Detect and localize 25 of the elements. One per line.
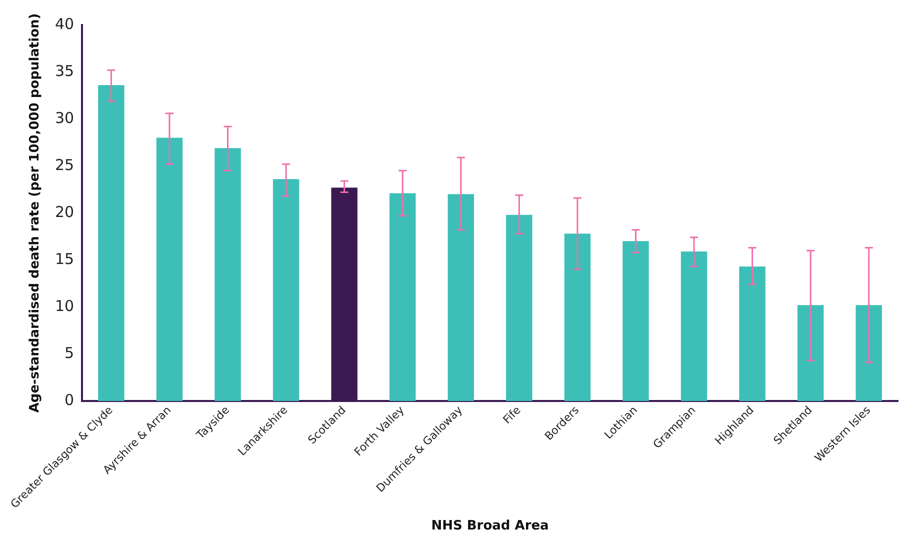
bar	[214, 148, 241, 401]
y-tick-label: 30	[54, 108, 74, 127]
y-tick-label: 15	[54, 250, 74, 268]
bar	[856, 305, 882, 401]
bar	[156, 138, 183, 401]
bar	[739, 266, 766, 401]
x-tick-label: Fife	[500, 403, 524, 426]
y-tick-label: 25	[54, 156, 74, 174]
y-tick-label: 20	[54, 202, 74, 221]
y-tick-label: 5	[64, 344, 74, 362]
bar	[448, 194, 474, 401]
bar	[797, 305, 824, 401]
y-tick-label: 10	[54, 296, 74, 315]
x-axis-title: NHS Broad Area	[431, 518, 549, 534]
y-tick-label: 0	[64, 390, 74, 409]
bar	[564, 234, 591, 401]
y-tick-label: 40	[54, 14, 74, 33]
y-axis-title: Age-standardised death rate (per 100,000 population)	[28, 13, 43, 413]
bar	[680, 252, 708, 401]
bar	[622, 241, 649, 401]
bar	[506, 214, 532, 401]
bar	[98, 85, 124, 401]
bar	[389, 193, 416, 401]
bar	[272, 179, 300, 401]
y-tick-label: 35	[54, 62, 74, 80]
